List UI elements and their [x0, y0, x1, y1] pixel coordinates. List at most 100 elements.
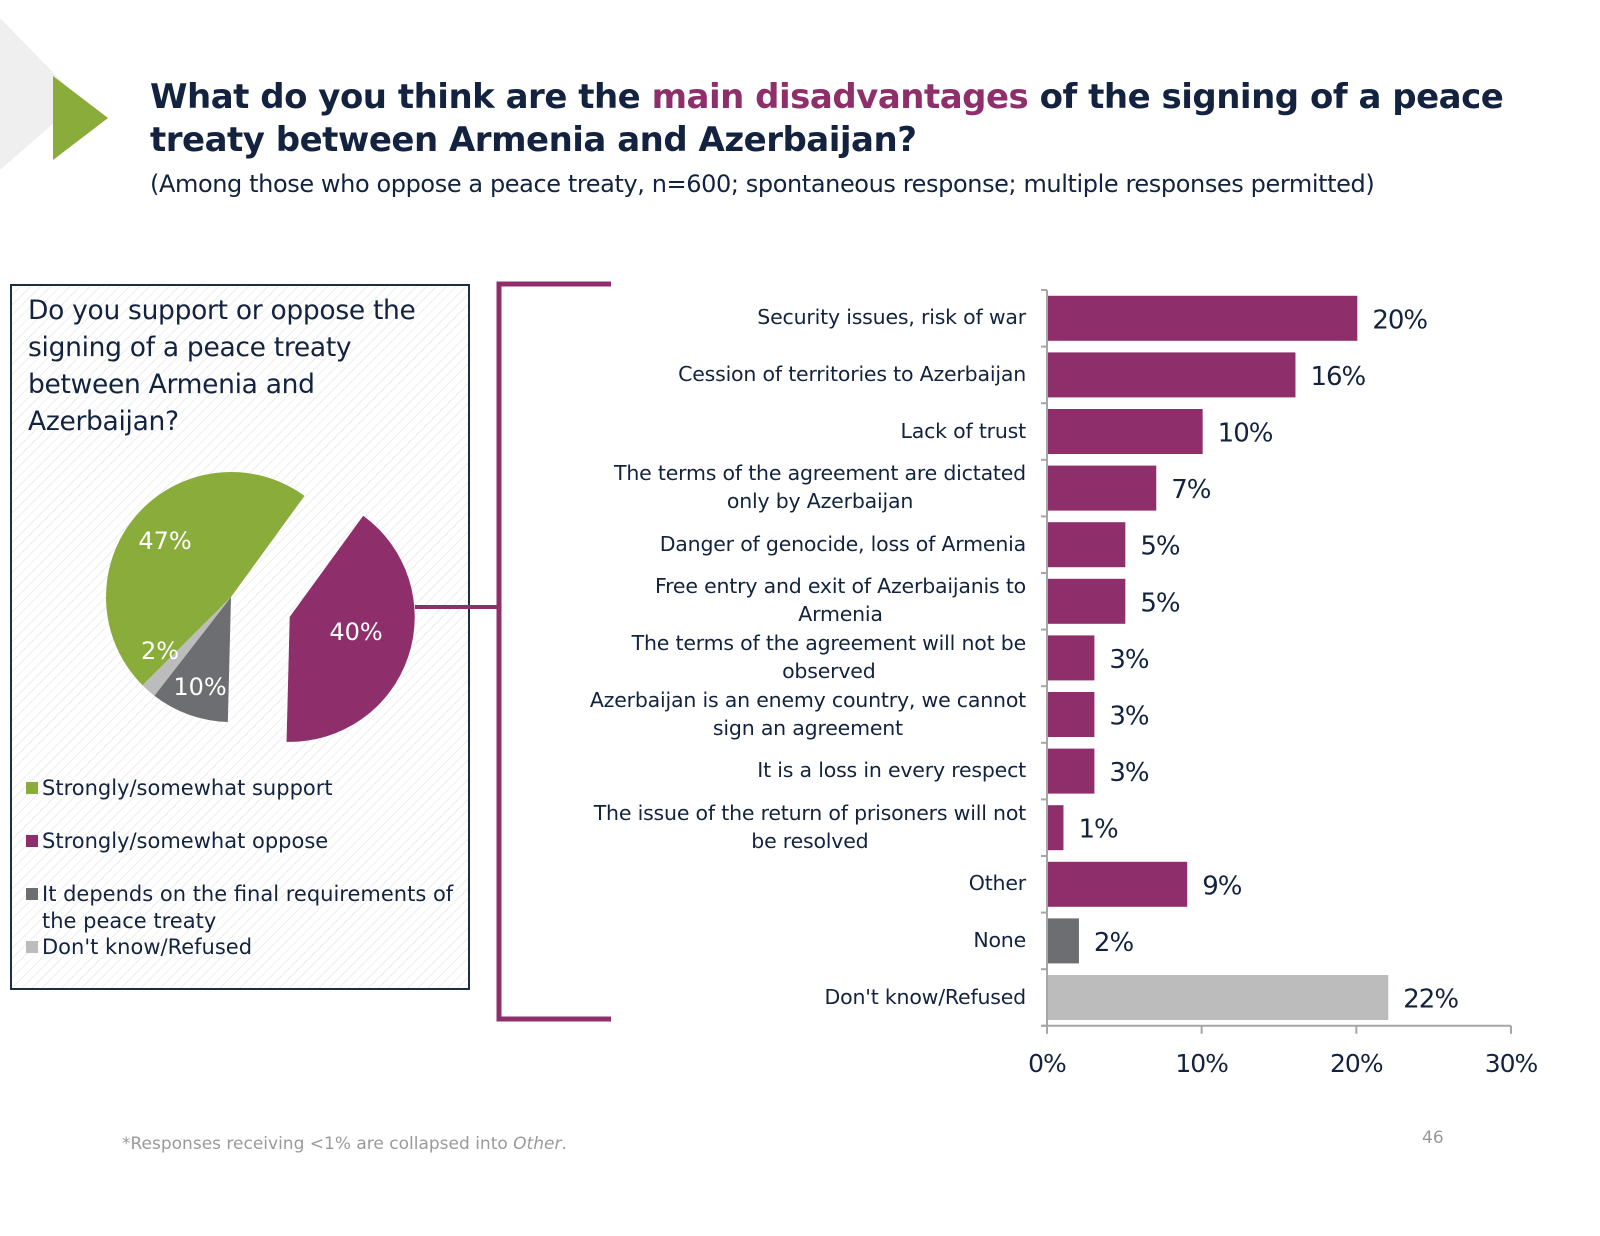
bar-value-label: 22% [1403, 985, 1458, 1015]
bar-value-label: 20% [1372, 305, 1427, 335]
legend-item-it-depends-on-the-final-requirements-of-the-peace-treaty: It depends on the final requirements of … [26, 881, 492, 935]
category-label-the-issue-of-the-return-of-prisoners-will-not-be-resolved: The issue of the return of prisoners wil… [594, 799, 1026, 855]
pie-chart-question: Do you support or oppose the signing of … [28, 295, 416, 437]
bar-value-label: 3% [1109, 702, 1149, 732]
category-label-it-is-a-loss-in-every-respect: It is a loss in every respect [757, 756, 1026, 784]
decorative-chevron [0, 18, 108, 170]
green-arrow-icon [53, 76, 108, 160]
bar-value-label: 1% [1078, 815, 1118, 845]
bar-value-label: 16% [1310, 362, 1365, 392]
pie-label-it-depends-on-the-final-requirements-of-the-peace-treaty: 10% [173, 673, 226, 701]
bar-security-issues-risk-of-war [1048, 295, 1358, 341]
category-label-line: The terms of the agreement will not be [631, 630, 1027, 655]
page-title: What do you think are the main disadvant… [150, 76, 1550, 162]
bar-lack-of-trust [1048, 409, 1203, 454]
pie-chart: 47% 40% 10% 2% [105, 471, 415, 742]
background-chevron-shape [0, 18, 80, 170]
category-label-line: be resolved [751, 828, 869, 853]
category-label-line: observed [782, 658, 876, 683]
pie-slice-strongly-somewhat-support [105, 471, 305, 686]
category-label-line: Cession of territories to Azerbaijan [678, 361, 1026, 386]
bar-value-label: 9% [1202, 871, 1242, 901]
x-tick-label: 30% [1485, 1049, 1538, 1078]
legend-label: Strongly/somewhat support [42, 776, 333, 800]
category-label-other: Other [969, 869, 1026, 897]
bar-none [1048, 918, 1079, 964]
category-label-the-terms-of-the-agreement-will-not-be-observed: The terms of the agreement will not be ob… [631, 629, 1027, 685]
category-label-line: Other [968, 871, 1026, 896]
category-label-line: sign an agreement [712, 715, 903, 740]
legend-label: Don't know/Refused [42, 935, 253, 959]
category-label-the-terms-of-the-agreement-are-dictated-only-by-azerbaijan: The terms of the agreement are dictated o… [614, 459, 1026, 515]
category-label-line: None [973, 927, 1026, 952]
category-label-line: Danger of genocide, loss of Armenia [659, 531, 1026, 556]
category-label-line: The terms of the agreement are dictated [614, 461, 1026, 486]
legend-label: Strongly/somewhat oppose [42, 829, 329, 853]
category-label-line: only by Azerbaijan [726, 489, 914, 514]
footnote: *Responses receiving <1% are collapsed i… [122, 1134, 567, 1154]
title-part2: of the signing of a peace treaty between… [150, 77, 1504, 160]
category-label-danger-of-genocide-loss-of-armenia: Danger of genocide, loss of Armenia [660, 530, 1026, 558]
category-label-lack-of-trust: Lack of trust [901, 417, 1027, 445]
pie-label-strongly-somewhat-support: 47% [138, 527, 191, 555]
title-highlight: main disadvantages [651, 77, 1029, 117]
bar-value-label: 3% [1109, 645, 1149, 675]
bar-other [1048, 861, 1188, 907]
category-label-line: It is a loss in every respect [757, 758, 1026, 783]
bar-the-issue-of-the-return-of-prisoners-will-not-be-resolved [1048, 805, 1064, 851]
footnote-text: *Responses receiving <1% are collapsed i… [122, 1134, 514, 1154]
bar-value-label: 2% [1094, 928, 1134, 958]
legend-item-strongly-somewhat-oppose: Strongly/somewhat oppose [26, 828, 492, 855]
category-label-azerbaijan-is-an-enemy-country-we-cannot-sign-an-agreement: Azerbaijan is an enemy country, we canno… [590, 686, 1026, 742]
bar-free-entry-and-exit-of-azerbaijanis-to-armenia [1048, 578, 1126, 624]
category-label-security-issues-risk-of-war: Security issues, risk of war [757, 303, 1026, 331]
pie-label-strongly-somewhat-oppose: 40% [329, 618, 382, 646]
category-label-line: Security issues, risk of war [757, 305, 1026, 330]
pie-slice-strongly-somewhat-oppose [286, 515, 415, 742]
bar-the-terms-of-the-agreement-will-not-be-observed [1048, 635, 1095, 681]
bar-cession-of-territories-to-azerbaijan [1048, 352, 1296, 398]
category-label-line: Don't know/Refused [824, 984, 1027, 1009]
page-number: 46 [1422, 1128, 1444, 1148]
category-label-free-entry-and-exit-of-azerbaijanis-to-armenia: Free entry and exit of Azerbaijanis to Ar… [655, 572, 1026, 628]
bracket-line [496, 281, 611, 1022]
pie-slice-it-depends-on-the-final-requirements-of-the-peace-treaty [154, 597, 231, 722]
x-tick-label: 20% [1330, 1049, 1383, 1078]
bar-value-label: 5% [1140, 532, 1180, 562]
category-label-line: Free entry and exit of Azerbaijanis to [655, 574, 1026, 599]
connector-bracket [415, 281, 611, 1022]
x-tick-label: 0% [1028, 1049, 1066, 1078]
legend-swatch [26, 782, 38, 794]
bar-it-is-a-loss-in-every-respect [1048, 748, 1095, 794]
category-label-line: Azerbaijan is an enemy country, we canno… [589, 687, 1026, 712]
legend-swatch [26, 888, 38, 900]
legend-swatch [26, 941, 38, 953]
legend-item-don-t-know-refused: Don't know/Refused [26, 934, 492, 961]
legend-item-strongly-somewhat-support: Strongly/somewhat support [26, 775, 492, 802]
footnote-italic: Other [513, 1134, 562, 1154]
bar-chart: 0% 10% 20% 30%20%16%10%7%5%5%3%3%3%1%9%2%22… [1028, 289, 1539, 1078]
title-part1: What do you think are the [150, 77, 652, 117]
legend-label: It depends on the final requirements of … [42, 882, 454, 933]
bar-don-t-know-refused [1048, 975, 1389, 1020]
category-label-cession-of-territories-to-azerbaijan: Cession of territories to Azerbaijan [678, 360, 1026, 388]
footnote-end: . [561, 1134, 567, 1154]
bar-value-label: 10% [1218, 419, 1273, 449]
legend-swatch [26, 835, 38, 847]
bar-the-terms-of-the-agreement-are-dictated-only-by-azerbaijan [1048, 465, 1157, 511]
pie-slice-don-t-know-refused [142, 597, 231, 696]
x-tick-label: 10% [1175, 1049, 1228, 1078]
bar-value-label: 7% [1171, 475, 1211, 505]
bar-value-label: 5% [1140, 588, 1180, 618]
category-label-line: The issue of the return of prisoners wil… [593, 800, 1026, 825]
category-label-line: Armenia [798, 602, 883, 627]
category-label-don-t-know-refused: Don't know/Refused [824, 983, 1027, 1011]
bar-value-label: 3% [1109, 758, 1149, 788]
page-subtitle: (Among those who oppose a peace treaty, … [150, 170, 1375, 198]
category-label-line: Lack of trust [900, 418, 1027, 443]
category-label-none: None [973, 926, 1026, 954]
bar-danger-of-genocide-loss-of-armenia [1048, 522, 1126, 568]
pie-label-don-t-know-refused: 2% [141, 637, 179, 665]
bar-azerbaijan-is-an-enemy-country-we-cannot-sign-an-agreement [1048, 692, 1095, 737]
